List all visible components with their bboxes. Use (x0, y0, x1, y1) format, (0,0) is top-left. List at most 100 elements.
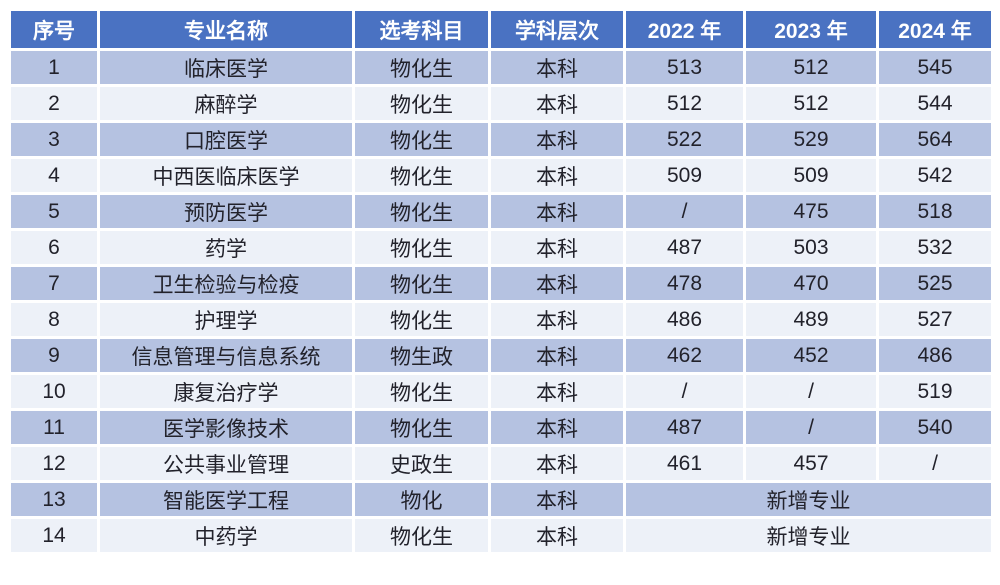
cell-no: 9 (11, 339, 97, 372)
cell-level: 本科 (491, 267, 623, 300)
column-header-no: 序号 (11, 11, 97, 48)
admission-score-table-container: 序号 专业名称 选考科目 学科层次 2022 年 2023 年 2024 年 1… (8, 8, 994, 555)
table-row: 1 临床医学 物化生 本科 513 512 545 (11, 51, 991, 84)
cell-2024: 527 (879, 303, 991, 336)
cell-2022: 512 (626, 87, 743, 120)
header-row: 序号 专业名称 选考科目 学科层次 2022 年 2023 年 2024 年 (11, 11, 991, 48)
cell-2023: 509 (746, 159, 876, 192)
cell-level: 本科 (491, 87, 623, 120)
cell-2024: 545 (879, 51, 991, 84)
cell-2024: / (879, 447, 991, 480)
cell-2023: 529 (746, 123, 876, 156)
cell-2023: 512 (746, 51, 876, 84)
cell-level: 本科 (491, 159, 623, 192)
cell-2023: 503 (746, 231, 876, 264)
cell-no: 13 (11, 483, 97, 516)
cell-2022: 486 (626, 303, 743, 336)
cell-2022: 522 (626, 123, 743, 156)
table-row: 3 口腔医学 物化生 本科 522 529 564 (11, 123, 991, 156)
cell-subjects: 物化生 (355, 195, 488, 228)
table-row: 13 智能医学工程 物化 本科 新增专业 (11, 483, 991, 516)
cell-2022: / (626, 375, 743, 408)
table-row: 8 护理学 物化生 本科 486 489 527 (11, 303, 991, 336)
table-row: 7 卫生检验与检疫 物化生 本科 478 470 525 (11, 267, 991, 300)
table-row: 11 医学影像技术 物化生 本科 487/540 (11, 411, 991, 444)
cell-subjects: 物化生 (355, 87, 488, 120)
cell-2023: 457 (746, 447, 876, 480)
cell-level: 本科 (491, 51, 623, 84)
cell-2024: 486 (879, 339, 991, 372)
table-row: 5 预防医学 物化生 本科/475 518 (11, 195, 991, 228)
merged-new-major-cell: 新增专业 (626, 519, 991, 552)
cell-major: 药学 (100, 231, 352, 264)
cell-2023: 470 (746, 267, 876, 300)
cell-subjects: 物化 (355, 483, 488, 516)
cell-2024: 564 (879, 123, 991, 156)
cell-level: 本科 (491, 303, 623, 336)
cell-subjects: 物化生 (355, 519, 488, 552)
cell-2024: 540 (879, 411, 991, 444)
cell-level: 本科 (491, 519, 623, 552)
cell-no: 7 (11, 267, 97, 300)
table-row: 9 信息管理与信息系统 物生政 本科 462 452 486 (11, 339, 991, 372)
admission-score-table: 序号 专业名称 选考科目 学科层次 2022 年 2023 年 2024 年 1… (8, 8, 994, 555)
column-header-major: 专业名称 (100, 11, 352, 48)
table-row: 6 药学 物化生 本科 487 503 532 (11, 231, 991, 264)
cell-level: 本科 (491, 447, 623, 480)
column-header-subjects: 选考科目 (355, 11, 488, 48)
cell-2023: 452 (746, 339, 876, 372)
table-row: 14 中药学 物化生 本科 新增专业 (11, 519, 991, 552)
cell-2023: / (746, 375, 876, 408)
cell-level: 本科 (491, 411, 623, 444)
cell-major: 康复治疗学 (100, 375, 352, 408)
cell-2022: 462 (626, 339, 743, 372)
cell-2024: 542 (879, 159, 991, 192)
cell-major: 卫生检验与检疫 (100, 267, 352, 300)
column-header-2024: 2024 年 (879, 11, 991, 48)
cell-no: 4 (11, 159, 97, 192)
cell-major: 麻醉学 (100, 87, 352, 120)
cell-subjects: 物化生 (355, 303, 488, 336)
cell-2023: / (746, 411, 876, 444)
cell-no: 1 (11, 51, 97, 84)
cell-level: 本科 (491, 339, 623, 372)
cell-subjects: 物化生 (355, 375, 488, 408)
cell-subjects: 物化生 (355, 411, 488, 444)
cell-no: 6 (11, 231, 97, 264)
cell-2022: 461 (626, 447, 743, 480)
cell-major: 中西医临床医学 (100, 159, 352, 192)
column-header-2022: 2022 年 (626, 11, 743, 48)
cell-2024: 532 (879, 231, 991, 264)
cell-2022: / (626, 195, 743, 228)
cell-2022: 509 (626, 159, 743, 192)
cell-2022: 513 (626, 51, 743, 84)
cell-subjects: 物化生 (355, 159, 488, 192)
cell-2022: 478 (626, 267, 743, 300)
cell-subjects: 史政生 (355, 447, 488, 480)
cell-major: 中药学 (100, 519, 352, 552)
cell-level: 本科 (491, 375, 623, 408)
cell-2024: 525 (879, 267, 991, 300)
table-row: 12 公共事业管理 史政生 本科 461 457/ (11, 447, 991, 480)
table-row: 2 麻醉学 物化生 本科 512 512 544 (11, 87, 991, 120)
merged-new-major-cell: 新增专业 (626, 483, 991, 516)
column-header-level: 学科层次 (491, 11, 623, 48)
cell-2024: 518 (879, 195, 991, 228)
cell-no: 11 (11, 411, 97, 444)
cell-2023: 475 (746, 195, 876, 228)
cell-no: 10 (11, 375, 97, 408)
cell-level: 本科 (491, 123, 623, 156)
cell-level: 本科 (491, 483, 623, 516)
cell-major: 医学影像技术 (100, 411, 352, 444)
table-row: 4 中西医临床医学 物化生 本科 509 509 542 (11, 159, 991, 192)
cell-no: 12 (11, 447, 97, 480)
cell-major: 智能医学工程 (100, 483, 352, 516)
cell-subjects: 物化生 (355, 267, 488, 300)
cell-level: 本科 (491, 231, 623, 264)
cell-2023: 512 (746, 87, 876, 120)
cell-major: 预防医学 (100, 195, 352, 228)
cell-major: 护理学 (100, 303, 352, 336)
cell-2022: 487 (626, 231, 743, 264)
cell-no: 8 (11, 303, 97, 336)
cell-major: 信息管理与信息系统 (100, 339, 352, 372)
